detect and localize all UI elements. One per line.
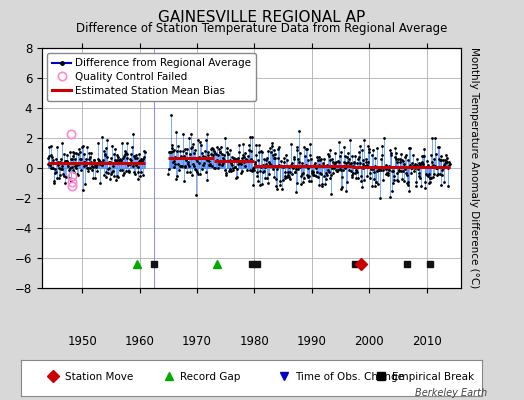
Y-axis label: Monthly Temperature Anomaly Difference (°C): Monthly Temperature Anomaly Difference (… bbox=[470, 47, 479, 289]
Text: Time of Obs. Change: Time of Obs. Change bbox=[296, 372, 405, 382]
Text: Record Gap: Record Gap bbox=[180, 372, 241, 382]
Text: Berkeley Earth: Berkeley Earth bbox=[415, 388, 487, 398]
Text: Difference of Station Temperature Data from Regional Average: Difference of Station Temperature Data f… bbox=[77, 22, 447, 35]
Text: GAINESVILLE REGIONAL AP: GAINESVILLE REGIONAL AP bbox=[158, 10, 366, 25]
Text: Empirical Break: Empirical Break bbox=[392, 372, 474, 382]
Text: Station Move: Station Move bbox=[65, 372, 133, 382]
Legend: Difference from Regional Average, Quality Control Failed, Estimated Station Mean: Difference from Regional Average, Qualit… bbox=[47, 53, 256, 101]
